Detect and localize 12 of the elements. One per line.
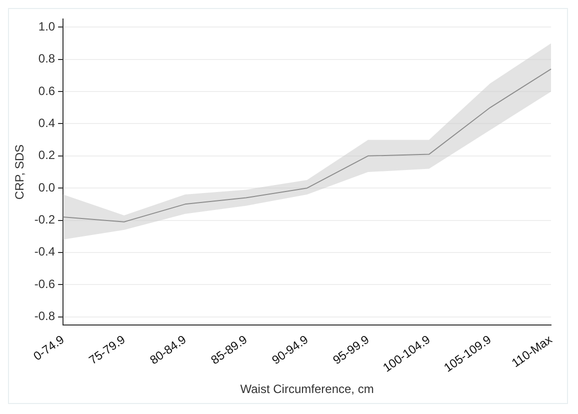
y-tick-label: 0.6 (38, 84, 56, 98)
y-tick-label: 0.2 (38, 148, 56, 162)
y-tick-label: 0.0 (38, 180, 56, 194)
y-tick-label: -0.4 (34, 244, 56, 259)
x-axis-title: Waist Circumference, cm (240, 382, 374, 396)
y-tick-label: 0.4 (38, 116, 56, 130)
y-tick-label: -0.6 (34, 276, 56, 291)
y-tick-label: -0.8 (34, 309, 56, 324)
y-tick-label: -0.2 (34, 212, 56, 227)
y-tick-label: 1.0 (38, 20, 56, 34)
y-axis-title: CRP, SDS (12, 144, 27, 200)
y-tick-label: 0.8 (38, 52, 56, 66)
